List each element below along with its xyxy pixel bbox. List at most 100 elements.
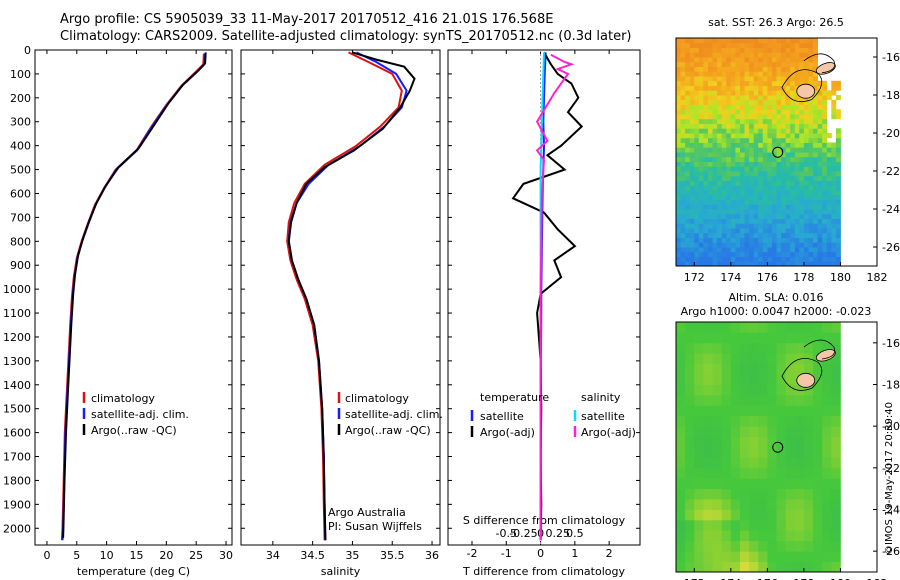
sla-map-cell — [822, 405, 832, 417]
sst-map-cell — [694, 232, 700, 238]
sst-map-cell — [749, 38, 755, 44]
sst-map-cell — [790, 247, 796, 253]
sst-map-cell — [717, 171, 723, 177]
sst-map-cell — [799, 242, 805, 248]
profile-title-line2: Climatology: CARS2009. Satellite-adjuste… — [60, 29, 632, 44]
sst-map-cell — [831, 90, 837, 96]
sst-map-cell — [826, 228, 832, 234]
sst-map-cell — [799, 161, 805, 167]
sst-map-cell — [680, 52, 686, 58]
sst-map-cell — [831, 171, 837, 177]
sst-map-cell — [708, 199, 713, 205]
sst-map-cell — [680, 38, 686, 44]
sst-map-cell — [817, 133, 823, 139]
sst-map-cell — [758, 166, 764, 172]
sst-map-cell — [822, 185, 828, 191]
sst-map-cell — [685, 99, 691, 105]
sst-map-reef-contour — [803, 53, 836, 74]
sst-map-cell — [753, 123, 759, 129]
sla-map-cell — [721, 478, 732, 490]
sla-map-cell — [822, 478, 832, 490]
sst-map-cell — [744, 57, 750, 63]
sst-map-cell — [744, 76, 750, 82]
sst-map-cell — [753, 209, 759, 215]
sla-map-cell — [676, 540, 686, 552]
sla-map-cell — [776, 509, 786, 521]
sla-map-cell — [803, 499, 814, 510]
sst-map-cell — [721, 242, 727, 248]
sst-map-cell — [685, 95, 691, 101]
sst-map-cell — [698, 251, 704, 257]
sst-map-cell — [744, 137, 750, 143]
sst-map-cell — [680, 185, 686, 191]
sla-map-cell — [721, 374, 732, 385]
sst-map-cell — [735, 204, 741, 210]
sla-map-cell — [685, 551, 695, 562]
sst-map-cell — [698, 180, 704, 186]
sst-map-cell — [703, 118, 709, 124]
sst-map-cell — [689, 142, 695, 148]
sst-map-cell — [758, 38, 764, 44]
sst-map-cell — [708, 194, 713, 200]
sst-map-cell — [708, 175, 713, 181]
sla-map-cell — [794, 467, 805, 479]
sst-map-cell — [680, 190, 686, 196]
difference-series-line — [535, 53, 575, 541]
sla-map-cell — [685, 405, 695, 417]
sla-map-cell — [749, 467, 759, 479]
sla-map-cell — [758, 426, 768, 437]
sst-map-cell — [694, 251, 700, 257]
sst-map-cell — [758, 47, 764, 53]
sst-map-cell — [740, 166, 745, 172]
sst-map-cell — [776, 209, 782, 215]
sst-map-cell — [708, 104, 713, 110]
sst-map-cell — [726, 223, 732, 229]
sst-map-cell — [676, 99, 681, 105]
sst-map-cell — [676, 194, 681, 200]
sst-map-cell — [712, 109, 718, 115]
sst-map-cell — [676, 76, 681, 82]
sst-map-cell — [740, 228, 745, 234]
sst-map-cell — [767, 247, 773, 253]
sst-map-cell — [753, 137, 759, 143]
sst-map-cell — [680, 147, 686, 153]
sst-map-cell — [794, 76, 800, 82]
sst-map-cell — [753, 185, 759, 191]
sla-map-cell — [703, 509, 713, 521]
sst-map-cell — [698, 66, 704, 72]
sst-map-cell — [680, 228, 686, 234]
sst-map-cell — [676, 85, 681, 91]
sst-map-cell — [735, 104, 741, 110]
sst-map-cell — [730, 161, 736, 167]
sst-map-cell — [708, 232, 713, 238]
sst-map-cell — [808, 247, 814, 253]
sst-map-cell — [730, 142, 736, 148]
sst-map-cell — [808, 95, 814, 101]
sst-map-cell — [758, 109, 764, 115]
sst-map-cell — [803, 204, 809, 210]
sst-map-cell — [676, 109, 681, 115]
sla-map-cell — [749, 322, 759, 333]
sst-map-cell — [808, 232, 814, 238]
sla-map-cell — [831, 519, 841, 531]
sst-map-cell — [749, 128, 755, 134]
sla-map-cell — [703, 499, 713, 510]
sla-map-cell — [776, 332, 786, 344]
sst-map-cell — [771, 199, 777, 205]
sst-map-cell — [717, 204, 723, 210]
sst-map-cell — [822, 223, 828, 229]
sst-map-cell — [813, 232, 818, 238]
sst-map-cell — [835, 147, 841, 153]
sst-map-cell — [762, 237, 768, 243]
sla-map-cell — [730, 499, 741, 510]
sla-map-cell — [785, 478, 796, 490]
sst-map-cell — [776, 38, 782, 44]
sst-map-cell — [749, 61, 755, 67]
sst-map-cell — [698, 256, 704, 262]
sst-map-cell — [776, 66, 782, 72]
sst-map-cell — [749, 228, 755, 234]
temperature-axis-label: temperature (deg C) — [77, 565, 190, 578]
sst-map-cell — [680, 251, 686, 257]
sst-map-cell — [698, 133, 704, 139]
